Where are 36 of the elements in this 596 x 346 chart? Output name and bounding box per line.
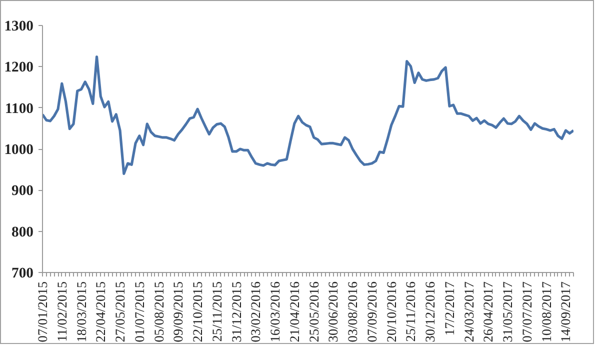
x-tick-label: 03/02/2016 [248,281,264,342]
x-tick-label: 14/09/2017 [558,281,574,342]
line-series [42,55,574,175]
x-tick-label: 31/05/2017 [500,281,516,342]
x-tick-label: 31/12/2015 [228,281,244,342]
x-tick-label: 16/03/2016 [268,281,283,342]
y-tick-label: 1000 [4,142,34,158]
x-tick-label: 25/05/2016 [306,281,322,342]
x-tick-label: 05/08/2015 [151,281,166,342]
x-tick-label: 30/12/2016 [422,281,438,342]
x-tick-label: 25/11/2015 [209,281,224,342]
x-tick-label: 09/09/2015 [170,281,186,342]
x-tick-label: 22/10/2015 [190,281,206,342]
x-tick-label: 07/07/2017 [519,281,534,342]
x-tick-label: 27/05/2015 [112,281,128,342]
x-tick-label: 30/06/2016 [326,281,341,342]
x-tick-label: 21/04/2016 [286,281,302,342]
x-tick-label: 07/09/2016 [364,281,380,342]
x-tick-label: 26/04/2017 [480,281,496,342]
x-tick-label: 03/08/2016 [345,281,360,342]
x-tick-label: 18/03/2015 [74,281,89,342]
x-tick-label: 07/01/2015 [35,281,50,342]
y-tick-label: 1300 [4,18,34,34]
x-tick-label: 11/02/2015 [54,281,70,342]
x-tick-label: 10/08/2017 [538,281,554,342]
x-tick-label: 24/03/2017 [461,281,476,342]
y-tick-label: 900 [12,183,34,200]
x-tick-label: 17/2/2017 [442,281,457,336]
y-tick-label: 1100 [4,100,34,117]
x-tick-label: 25/11/2016 [403,281,418,342]
y-tick-label: 800 [12,224,34,240]
x-tick-label: 01/07/2015 [132,281,147,342]
y-tick-label: 1200 [4,60,34,76]
x-tick-label: 20/10/2016 [384,281,399,342]
x-tick-label: 22/04/2015 [93,281,108,342]
y-tick-label: 700 [12,266,34,282]
